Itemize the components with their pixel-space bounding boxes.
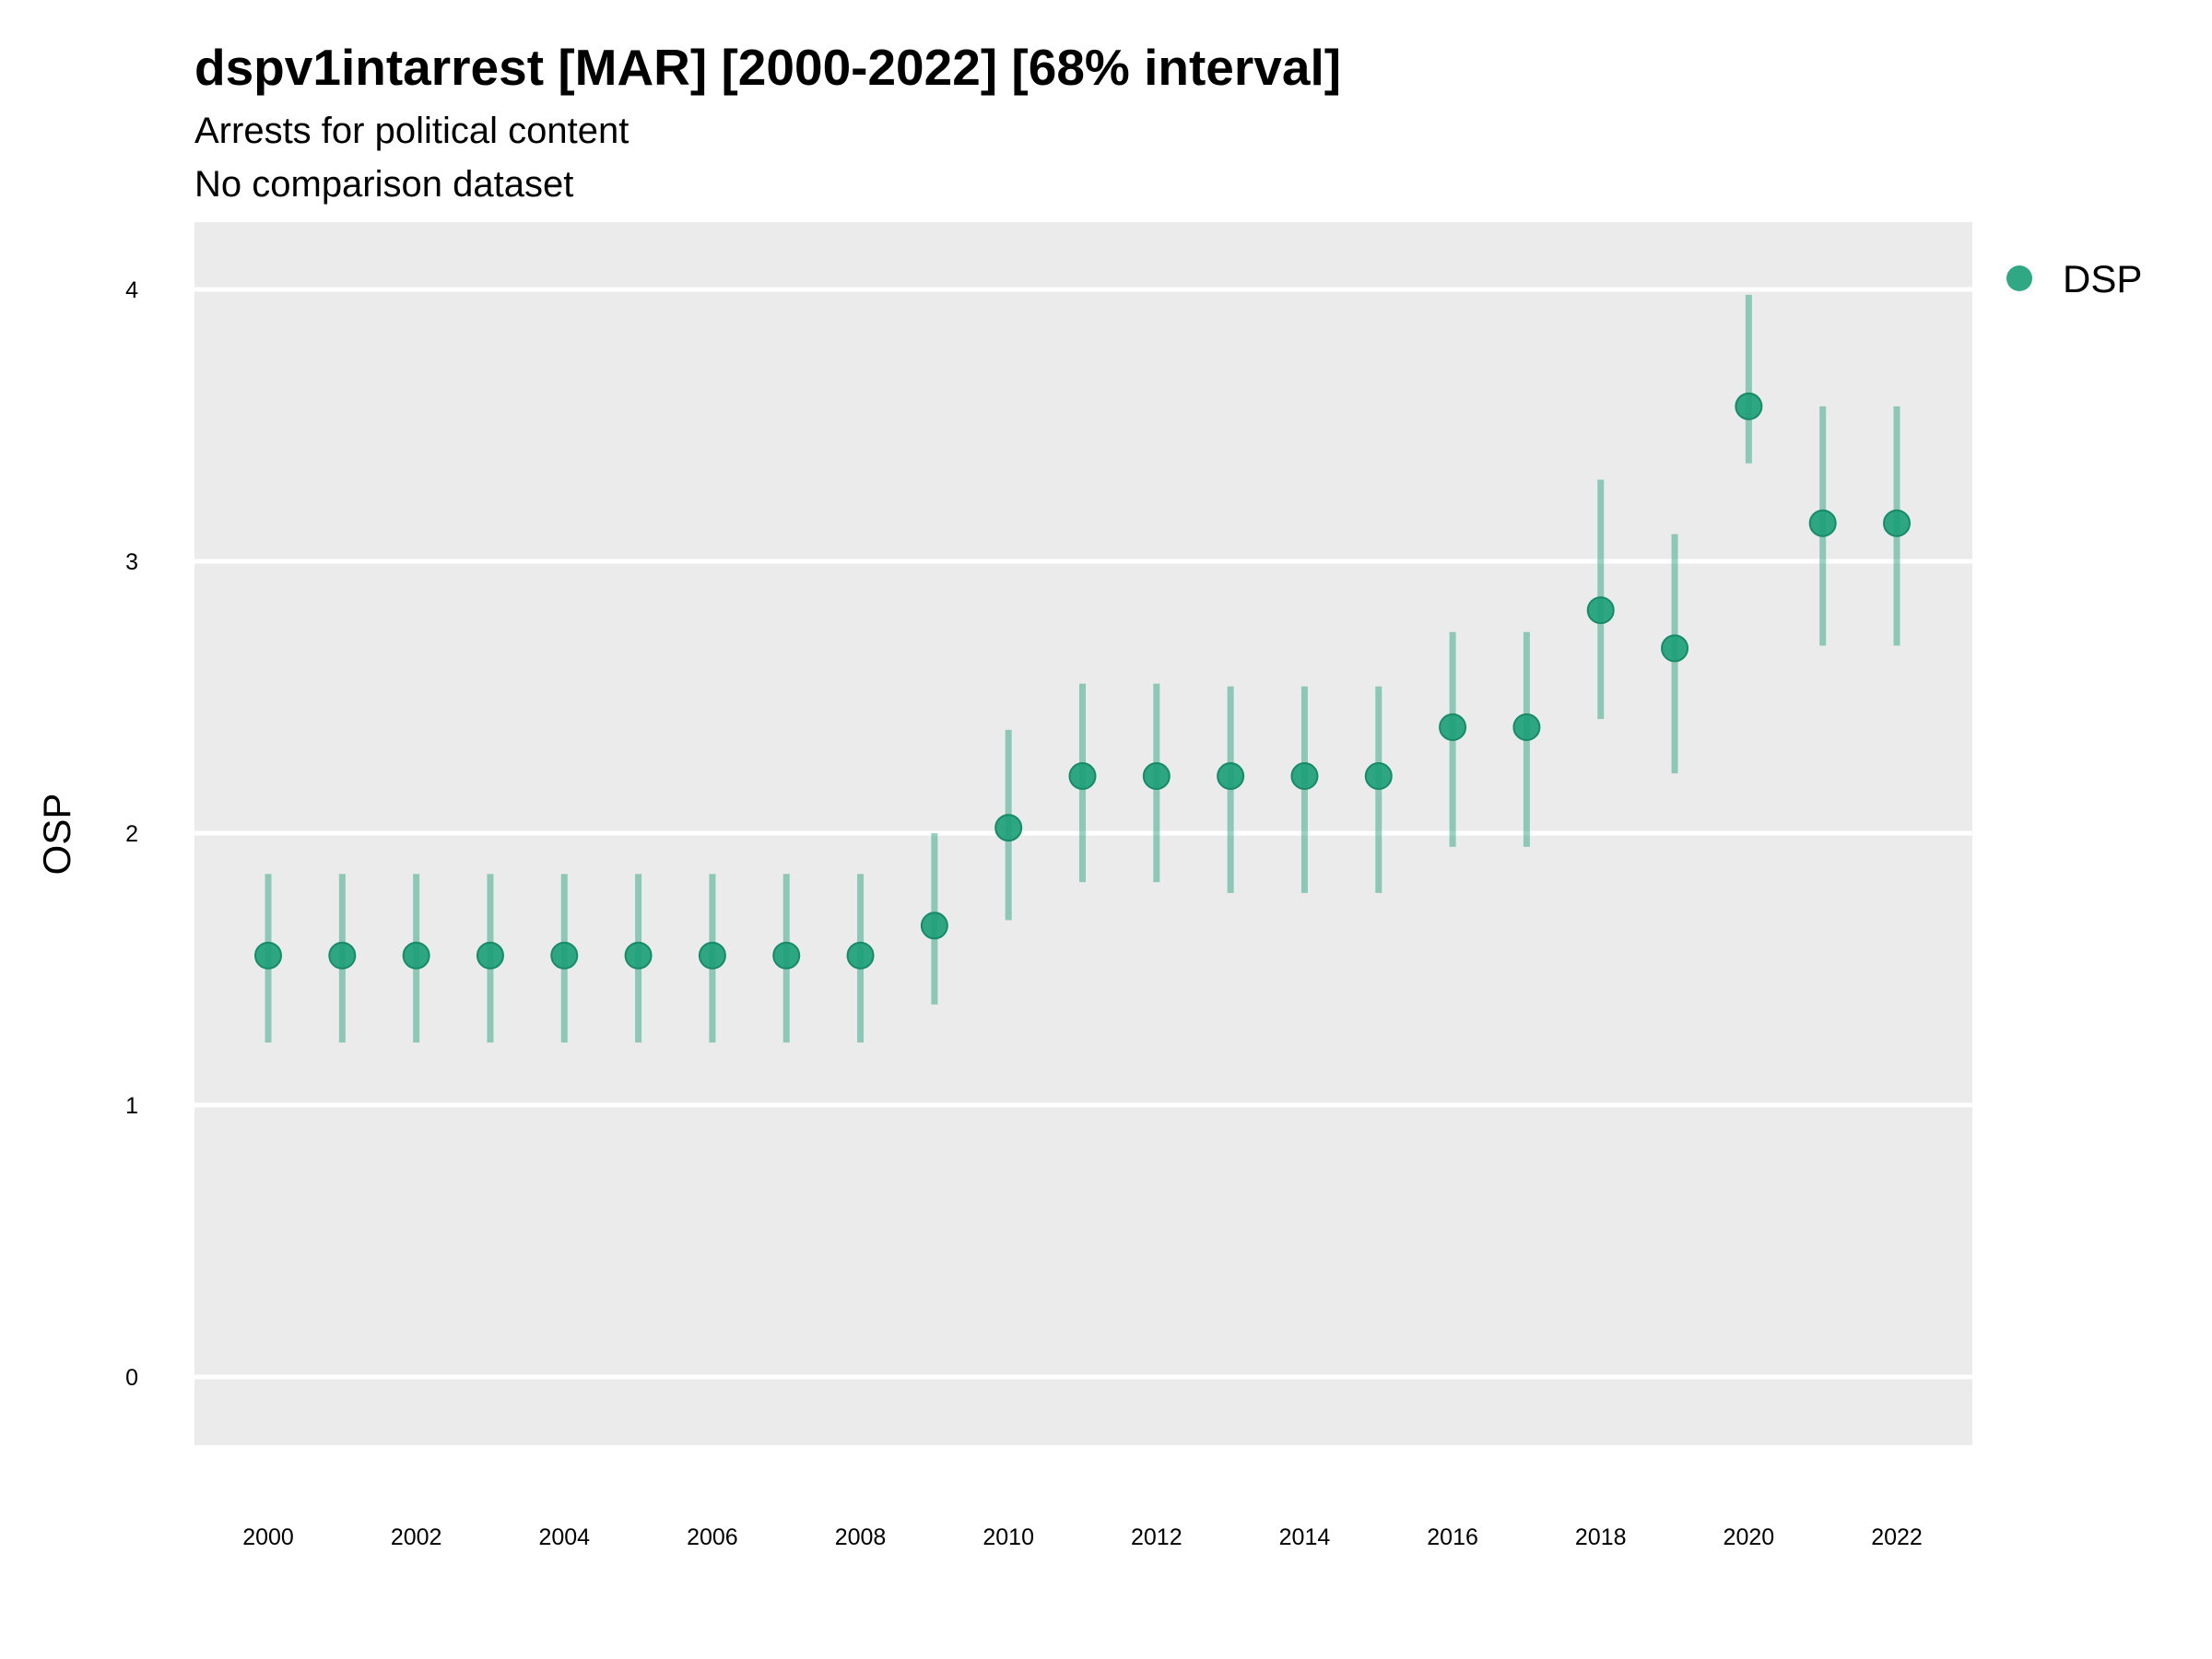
data-point <box>1217 762 1245 791</box>
data-point <box>550 941 579 970</box>
data-point <box>1735 392 1763 420</box>
y-axis-label: OSP <box>35 794 78 876</box>
x-tick-label: 2014 <box>1279 1524 1331 1550</box>
data-point <box>1586 596 1615 625</box>
x-tick-label: 2004 <box>538 1524 590 1550</box>
data-point <box>846 941 875 970</box>
data-point <box>920 912 948 940</box>
x-tick-label: 2012 <box>1131 1524 1182 1550</box>
y-tick-label: 1 <box>125 1093 138 1119</box>
chart-subtitle: Arrests for political content <box>194 111 629 151</box>
y-tick-label: 4 <box>125 277 138 303</box>
data-point <box>1364 762 1393 791</box>
chart-title: dspv1intarrest [MAR] [2000-2022] [68% in… <box>194 39 1341 96</box>
data-point <box>1512 712 1541 741</box>
y-tick-label: 3 <box>125 549 138 575</box>
chart-subtitle-2: No comparison dataset <box>194 164 573 205</box>
x-tick-label: 2020 <box>1724 1524 1775 1550</box>
data-point <box>772 941 801 970</box>
x-tick-label: 2006 <box>687 1524 738 1550</box>
data-point <box>994 814 1023 842</box>
x-tick-label: 2018 <box>1575 1524 1627 1550</box>
x-tick-label: 2002 <box>391 1524 442 1550</box>
data-point <box>1883 509 1911 537</box>
data-point <box>1068 762 1097 791</box>
data-point <box>1661 634 1689 663</box>
x-tick-label: 2008 <box>835 1524 887 1550</box>
x-tick-label: 2022 <box>1871 1524 1923 1550</box>
y-tick-label: 2 <box>125 821 138 847</box>
legend-marker <box>2006 265 2032 291</box>
data-point <box>1808 509 1837 537</box>
data-point <box>476 941 504 970</box>
data-point <box>1439 712 1467 741</box>
data-point <box>624 941 653 970</box>
y-tick-label: 0 <box>125 1365 138 1391</box>
data-point <box>1290 762 1319 791</box>
x-tick-label: 2016 <box>1427 1524 1478 1550</box>
x-tick-label: 2010 <box>982 1524 1034 1550</box>
legend: DSP <box>2006 257 2142 300</box>
data-point <box>1142 762 1171 791</box>
data-point <box>328 941 357 970</box>
legend-label: DSP <box>2063 257 2142 300</box>
x-tick-label: 2000 <box>242 1524 294 1550</box>
data-point <box>254 941 282 970</box>
data-point <box>402 941 430 970</box>
data-point <box>698 941 726 970</box>
